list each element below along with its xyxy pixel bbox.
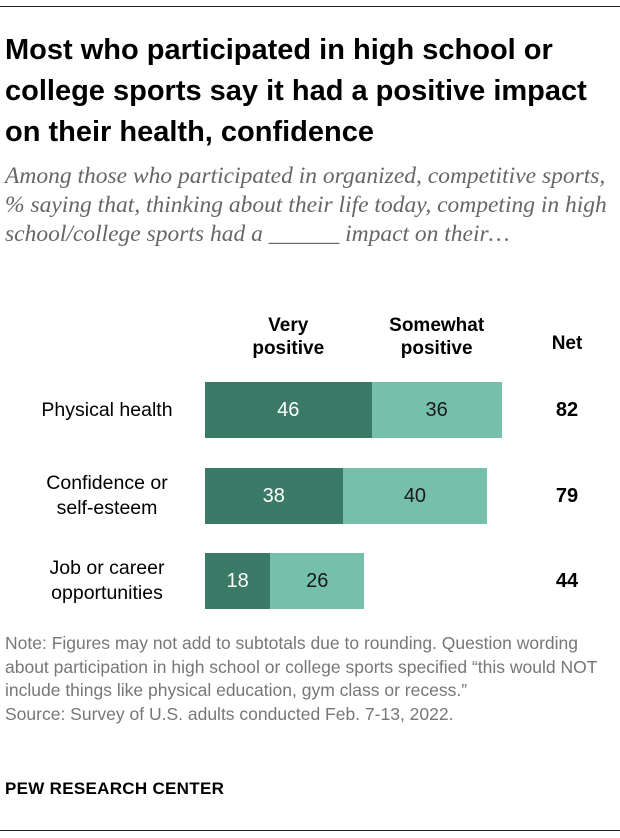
net-value: 82 <box>555 399 579 421</box>
data-label: 46 <box>277 399 300 421</box>
bottom-rule <box>0 830 620 831</box>
bar-somewhat-positive <box>342 468 488 524</box>
top-rule <box>0 6 620 7</box>
bar-very-positive <box>205 468 343 524</box>
source-text: Source: Survey of U.S. adults conducted … <box>5 703 454 724</box>
bar-very-positive <box>205 382 372 438</box>
data-label: 40 <box>403 485 427 507</box>
data-label: 26 <box>306 570 329 592</box>
legend-net: Net <box>551 333 583 354</box>
legend-very-positive: Very positive <box>252 315 325 359</box>
data-label: 38 <box>262 485 285 507</box>
data-label: 18 <box>226 570 249 592</box>
legend-somewhat-positive: Somewhat positive <box>389 315 485 359</box>
category-label: Job or career opportunities <box>49 557 165 604</box>
chart-title: Most who participated in high school or … <box>5 34 587 148</box>
bar-somewhat-positive <box>371 382 502 438</box>
category-label: Physical health <box>41 398 173 421</box>
bar-somewhat-positive <box>270 553 365 609</box>
net-value: 79 <box>555 485 579 507</box>
note-text: Note: Figures may not add to subtotals d… <box>5 633 598 700</box>
chart-note: Note: Figures may not add to subtotals d… <box>5 632 617 726</box>
category-label: Confidence or self-esteem <box>46 472 168 519</box>
data-label: 36 <box>425 399 448 421</box>
pew-logo-text: PEW RESEARCH CENTER <box>5 779 225 798</box>
bar-very-positive <box>205 553 271 609</box>
net-value: 44 <box>555 570 579 592</box>
chart-subtitle: Among those who participated in organize… <box>5 163 607 247</box>
